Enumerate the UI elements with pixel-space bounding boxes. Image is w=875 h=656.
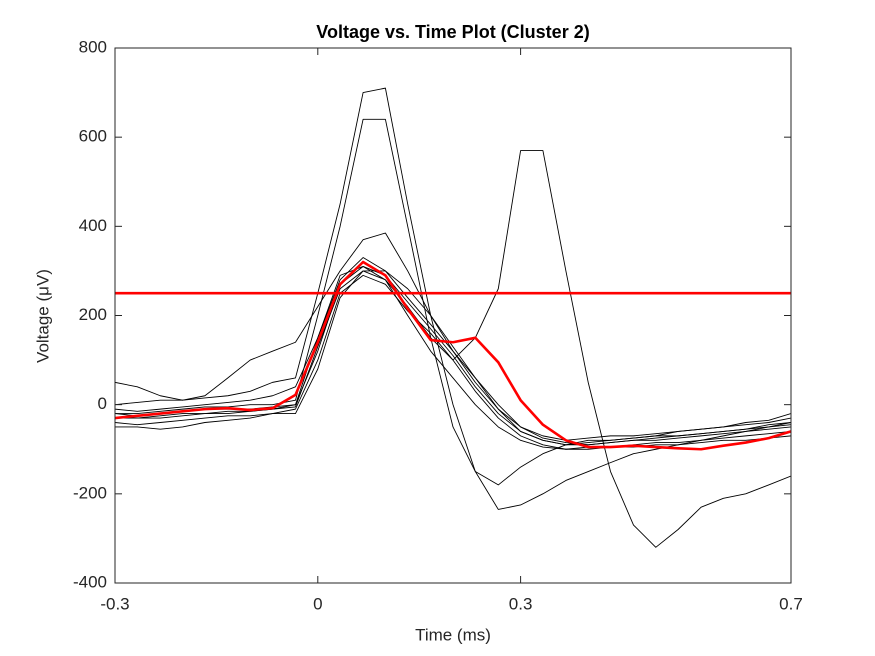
- x-axis-label: Time (ms): [415, 625, 491, 644]
- series-line: [115, 270, 791, 446]
- y-tick-label: 400: [79, 216, 107, 235]
- chart-title: Voltage vs. Time Plot (Cluster 2): [316, 22, 589, 42]
- y-tick-label: 200: [79, 305, 107, 324]
- y-axis-label: Voltage (μV): [33, 269, 52, 363]
- x-tick-label: 0.3: [509, 594, 533, 613]
- y-tick-label: 600: [79, 127, 107, 146]
- series-line: [115, 260, 791, 451]
- x-tick-label: 0: [313, 594, 322, 613]
- y-tick-label: 0: [98, 394, 107, 413]
- series-line: [115, 150, 791, 548]
- y-tick-label: -200: [73, 483, 107, 502]
- x-tick-label: 0.7: [779, 594, 803, 613]
- y-tick-label: 800: [79, 37, 107, 56]
- series-line: [115, 118, 791, 486]
- x-tick-label: -0.3: [100, 594, 129, 613]
- series-line: [115, 270, 791, 450]
- y-tick-label: -400: [73, 572, 107, 591]
